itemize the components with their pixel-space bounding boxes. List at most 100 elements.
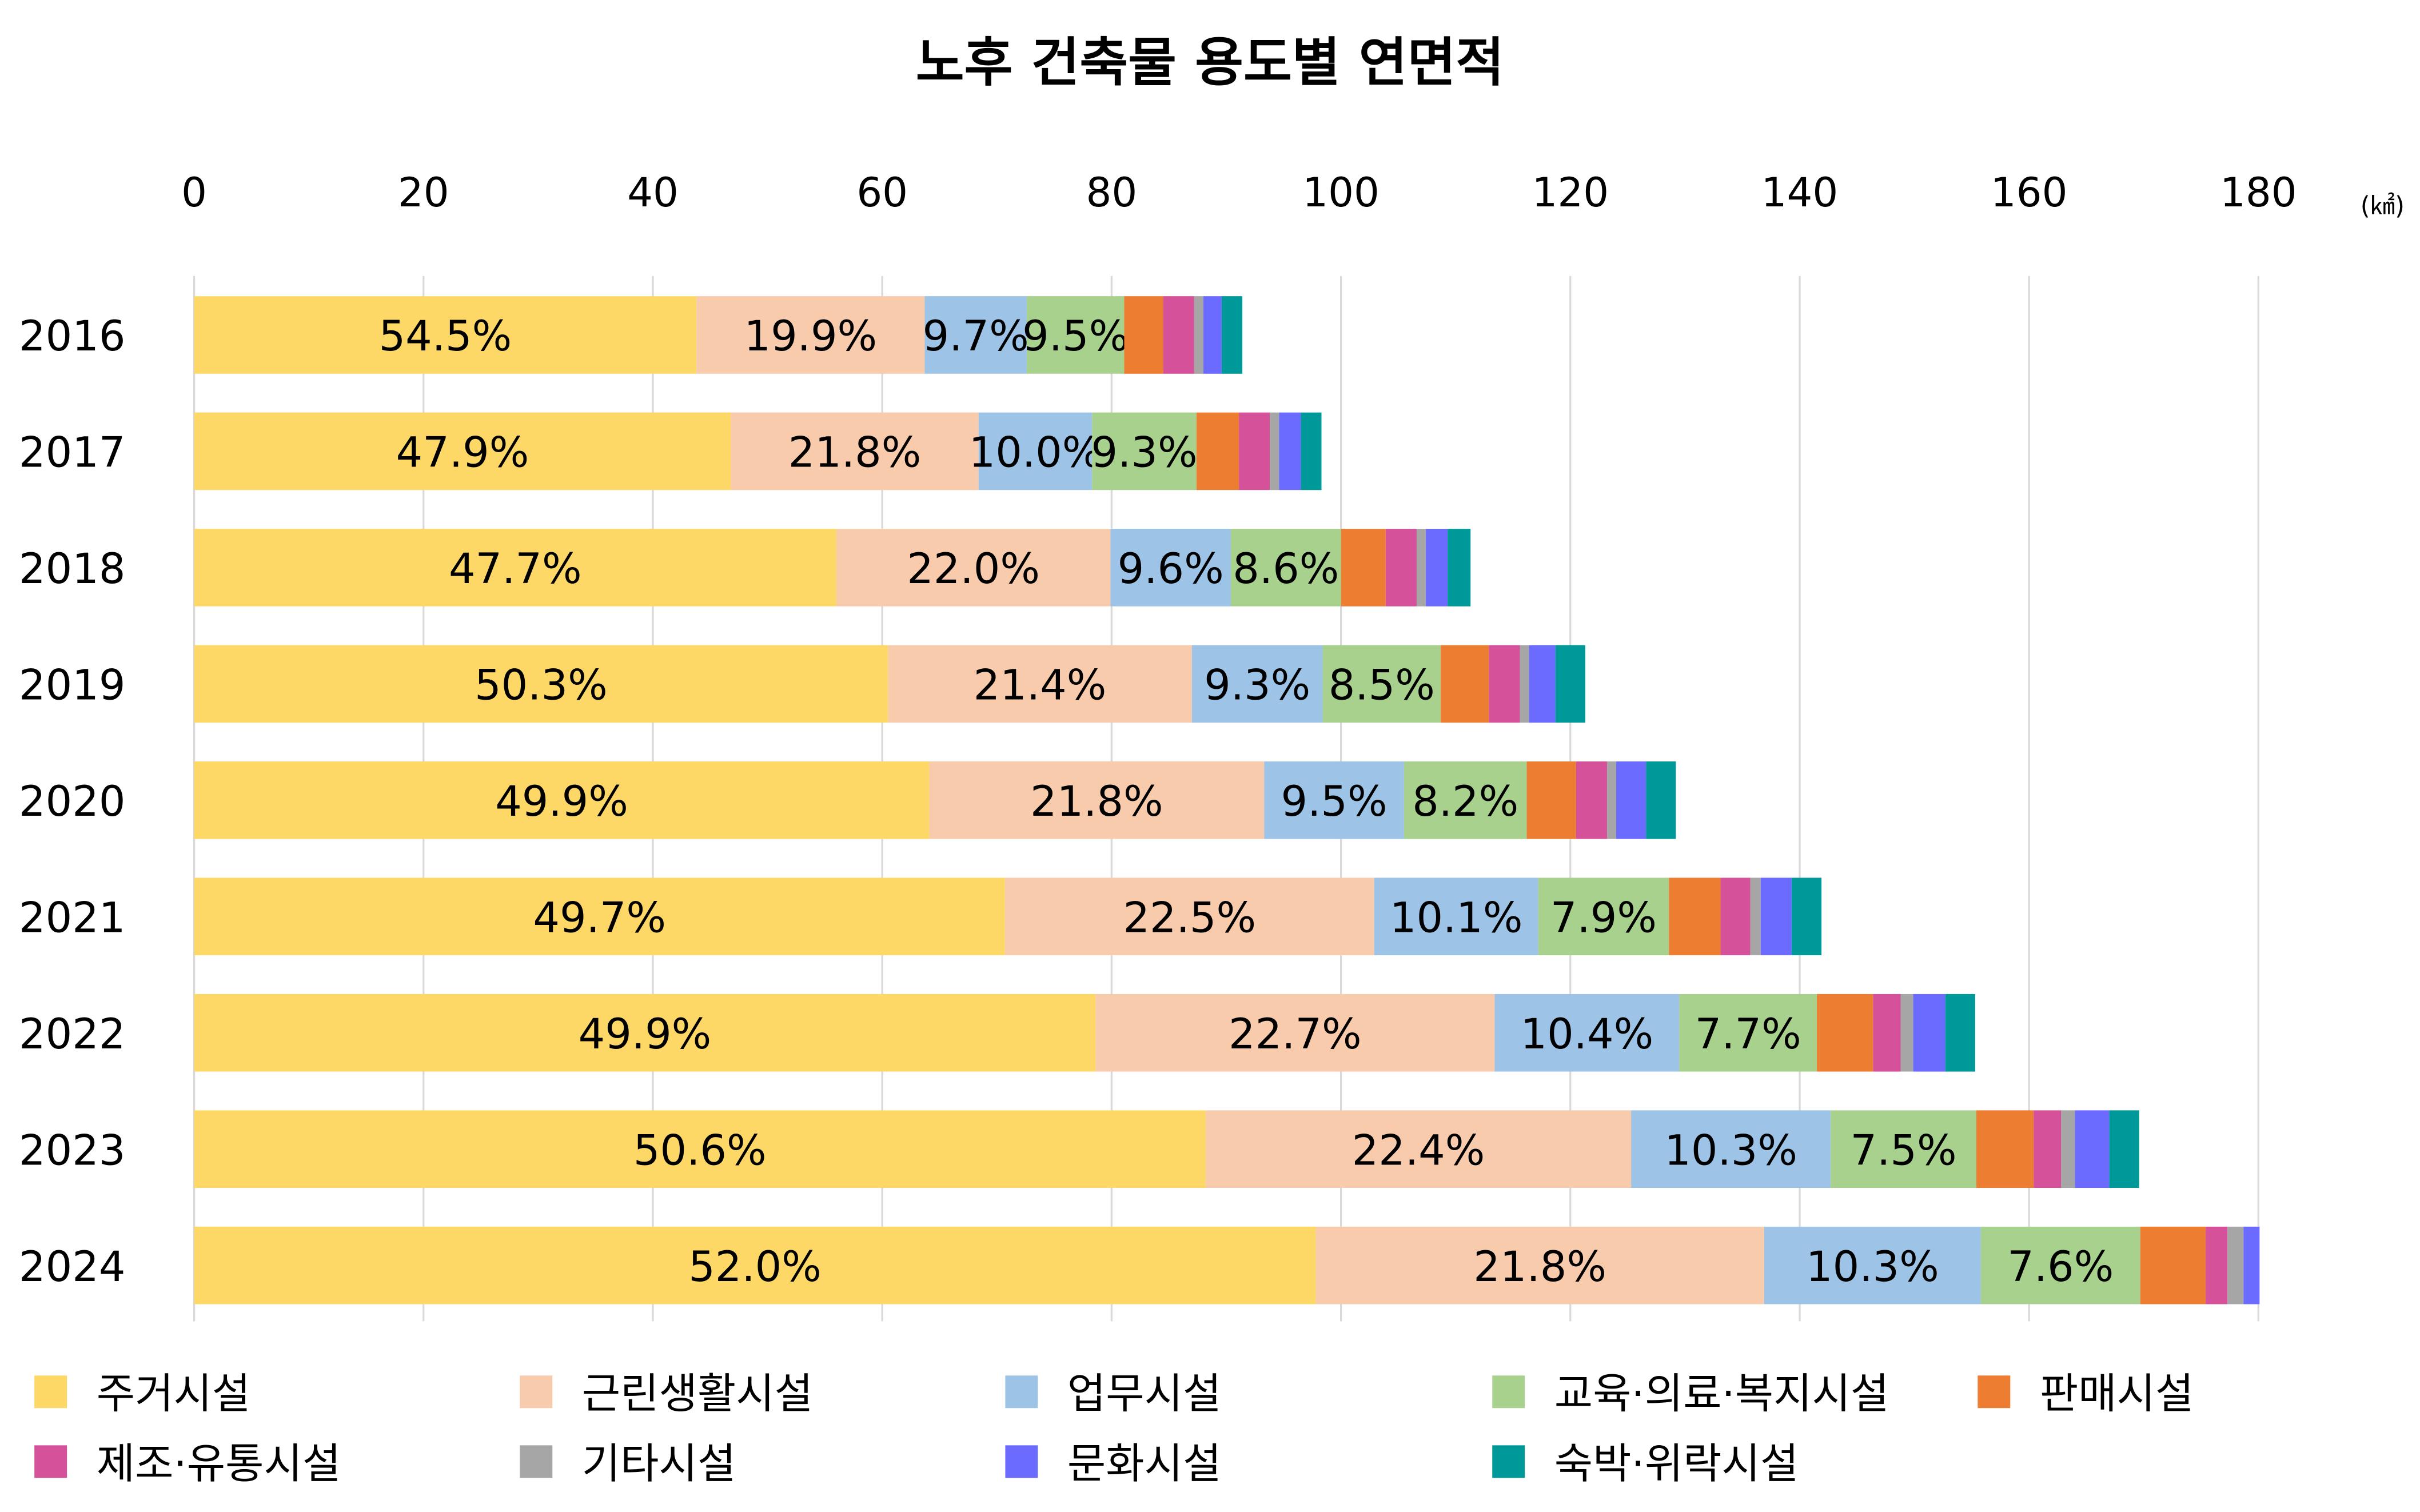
- bar-segment: [1669, 877, 1721, 956]
- bar-segment: [194, 1110, 1206, 1188]
- x-axis-ticks: 0 20 40 60 80 100 120 140 160 180: [181, 169, 2297, 216]
- legend-swatch: [520, 1445, 553, 1478]
- legend-label: 문화시설: [1067, 1439, 1222, 1488]
- bar-segment: [1279, 412, 1301, 490]
- data-label: 49.9%: [579, 1010, 712, 1059]
- bar-segment: [978, 412, 1093, 490]
- legend-swatch: [1492, 1375, 1525, 1409]
- data-label: 22.5%: [1123, 893, 1256, 942]
- data-label: 47.7%: [449, 545, 582, 593]
- data-label: 22.4%: [1352, 1126, 1485, 1175]
- bar-segment: [1976, 1110, 2034, 1188]
- bar-segment: [194, 994, 1096, 1072]
- bar-segment: [1301, 412, 1322, 490]
- data-label: 10.1%: [1390, 893, 1523, 942]
- bar-row-2023: 2023 50.6% 22.4% 10.3% 7.5%: [19, 1110, 2139, 1188]
- legend-label: 업무시설: [1067, 1370, 1222, 1418]
- bar-segment: [696, 296, 925, 374]
- data-label: 7.5%: [1850, 1126, 1956, 1175]
- bar-segment: [2243, 1226, 2260, 1304]
- bar-segment: [194, 412, 731, 490]
- data-label: 21.4%: [974, 661, 1107, 709]
- bar-segment: [1203, 296, 1222, 374]
- data-label: 21.8%: [788, 429, 922, 477]
- bar-segment: [2109, 1110, 2139, 1188]
- bar-segment: [1110, 529, 1231, 607]
- y-tick-label: 2018: [19, 545, 125, 593]
- y-tick-label: 2016: [19, 312, 125, 361]
- data-label: 54.5%: [379, 312, 512, 361]
- bar-segment: [1980, 1226, 2140, 1304]
- bar-segment: [1124, 296, 1163, 374]
- data-label: 8.6%: [1233, 545, 1339, 593]
- bar-segment: [1631, 1110, 1831, 1188]
- data-label: 9.7%: [923, 312, 1029, 361]
- bar-segment: [1270, 412, 1279, 490]
- bar-segment: [2061, 1110, 2075, 1188]
- y-tick-label: 2024: [19, 1243, 125, 1291]
- data-label: 9.5%: [1022, 312, 1129, 361]
- legend-item: 기타시설: [520, 1439, 736, 1488]
- bar-row-2021: 2021 49.7% 22.5% 10.1% 7.9%: [19, 877, 1822, 956]
- legend-swatch: [34, 1445, 67, 1478]
- bar-segment: [1900, 994, 1913, 1072]
- bar-row-2016: 2016 54.5% 19.9% 9.7%9.5%: [19, 296, 1243, 374]
- data-label: 9.3%: [1204, 661, 1310, 709]
- bar-segment: [2206, 1226, 2228, 1304]
- bar-segment: [1555, 645, 1585, 723]
- data-label: 22.0%: [907, 545, 1040, 593]
- bar-segment: [2034, 1110, 2062, 1188]
- data-label: 22.7%: [1229, 1010, 1362, 1059]
- data-label: 21.8%: [1473, 1243, 1606, 1291]
- bar-row-2020: 2020 49.9% 21.8% 9.5% 8.2%: [19, 761, 1676, 839]
- x-tick-label: 60: [856, 169, 908, 216]
- legend-label: 주거시설: [97, 1370, 251, 1418]
- bar-segment: [1494, 994, 1680, 1072]
- bar-segment: [2140, 1226, 2206, 1304]
- x-tick-label: 80: [1086, 169, 1138, 216]
- bar-segment: [194, 877, 1005, 956]
- chart-title: 노후 건축물 용도별 연면적: [916, 31, 1505, 93]
- bar-segment: [1791, 877, 1822, 956]
- data-label: 7.7%: [1695, 1010, 1801, 1059]
- bar-segment: [194, 529, 836, 607]
- data-label: 9.6%: [1118, 545, 1224, 593]
- bar-segment: [1606, 761, 1617, 839]
- x-tick-label: 160: [1991, 169, 2068, 216]
- bars: 2016 54.5% 19.9% 9.7%9.5%2017 47.9% 21.8% 10.0…: [19, 296, 2260, 1304]
- bar-segment: [1385, 529, 1417, 607]
- data-label: 7.6%: [2007, 1243, 2114, 1291]
- bar-segment: [888, 645, 1192, 723]
- y-tick-label: 2019: [19, 661, 125, 709]
- legend-label: 근린생활시설: [582, 1370, 813, 1418]
- bar-segment: [1239, 412, 1270, 490]
- data-label: 19.9%: [744, 312, 877, 361]
- bar-segment: [1448, 529, 1471, 607]
- bar-segment: [1095, 994, 1495, 1072]
- bar-segment: [1416, 529, 1426, 607]
- bar-segment: [924, 296, 1027, 374]
- legend-item: 근린생활시설: [520, 1370, 813, 1418]
- bar-segment: [1426, 529, 1448, 607]
- y-tick-label: 2021: [19, 893, 125, 942]
- data-label: 52.0%: [688, 1243, 822, 1291]
- bar-segment: [1205, 1110, 1632, 1188]
- bar-segment: [1163, 296, 1194, 374]
- bar-segment: [1221, 296, 1243, 374]
- bar-segment: [1231, 529, 1341, 607]
- bar-segment: [1196, 412, 1239, 490]
- bar-segment: [1004, 877, 1374, 956]
- bar-segment: [1322, 645, 1441, 723]
- legend-swatch: [1005, 1445, 1038, 1478]
- x-tick-label: 20: [398, 169, 449, 216]
- bar-segment: [1616, 761, 1646, 839]
- y-tick-label: 2017: [19, 429, 125, 477]
- bar-segment: [1576, 761, 1607, 839]
- data-label: 7.9%: [1550, 893, 1657, 942]
- bar-segment: [1873, 994, 1901, 1072]
- data-label: 49.7%: [533, 893, 666, 942]
- x-tick-label: 180: [2220, 169, 2297, 216]
- legend-item: 교육·의료·복지시설: [1492, 1370, 1889, 1418]
- data-label: 10.3%: [1806, 1243, 1939, 1291]
